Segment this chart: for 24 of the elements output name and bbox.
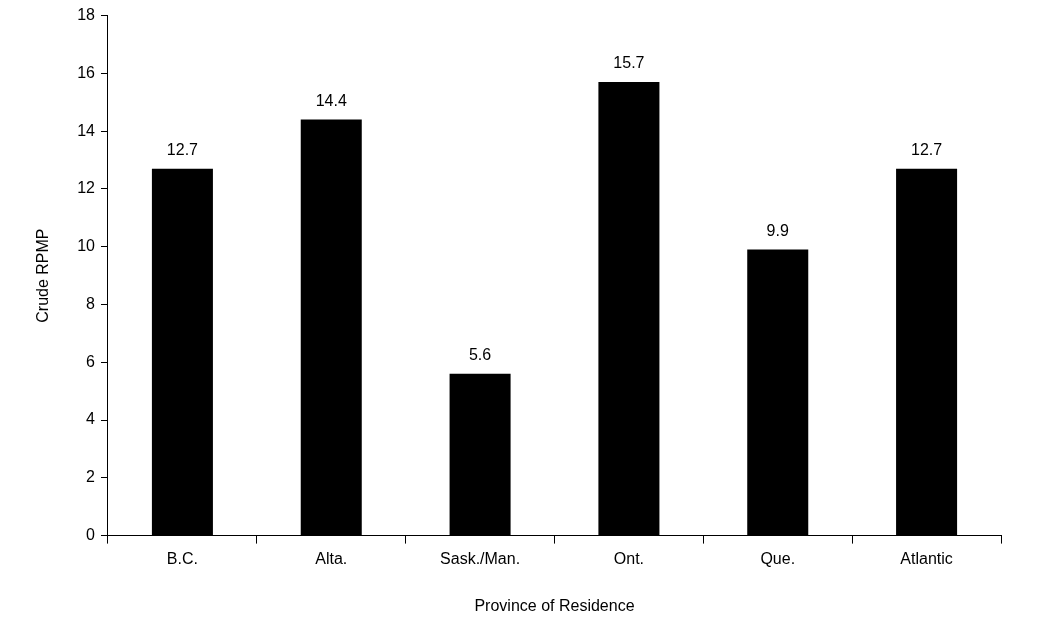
x-tick-label: Que. — [760, 549, 796, 567]
x-tick-label: B.C. — [166, 549, 198, 567]
x-tick-label: Sask./Man. — [440, 549, 521, 567]
y-tick-label: 2 — [86, 468, 96, 486]
y-axis-title: Crude RPMP — [34, 228, 52, 323]
data-label: 14.4 — [315, 92, 347, 110]
data-label: 9.9 — [766, 222, 789, 240]
x-tick-label: Ont. — [613, 549, 645, 567]
data-label: 15.7 — [613, 54, 645, 72]
y-tick-label: 12 — [77, 179, 96, 197]
y-tick-label: 4 — [86, 410, 96, 428]
y-tick-label: 14 — [77, 121, 96, 139]
x-axis-title: Province of Residence — [474, 596, 635, 614]
data-label: 12.7 — [911, 141, 943, 159]
y-tick-label: 0 — [86, 526, 96, 544]
y-tick-label: 6 — [86, 352, 96, 370]
x-tick-label: Alta. — [315, 549, 348, 567]
data-label: 5.6 — [468, 346, 492, 364]
data-label: 12.7 — [166, 141, 199, 159]
y-tick-label: 16 — [77, 63, 96, 81]
x-tick-label: Atlantic — [900, 549, 953, 567]
y-tick-label: 18 — [77, 6, 96, 24]
y-tick-label: 10 — [77, 237, 96, 255]
y-tick-label: 8 — [86, 294, 96, 312]
